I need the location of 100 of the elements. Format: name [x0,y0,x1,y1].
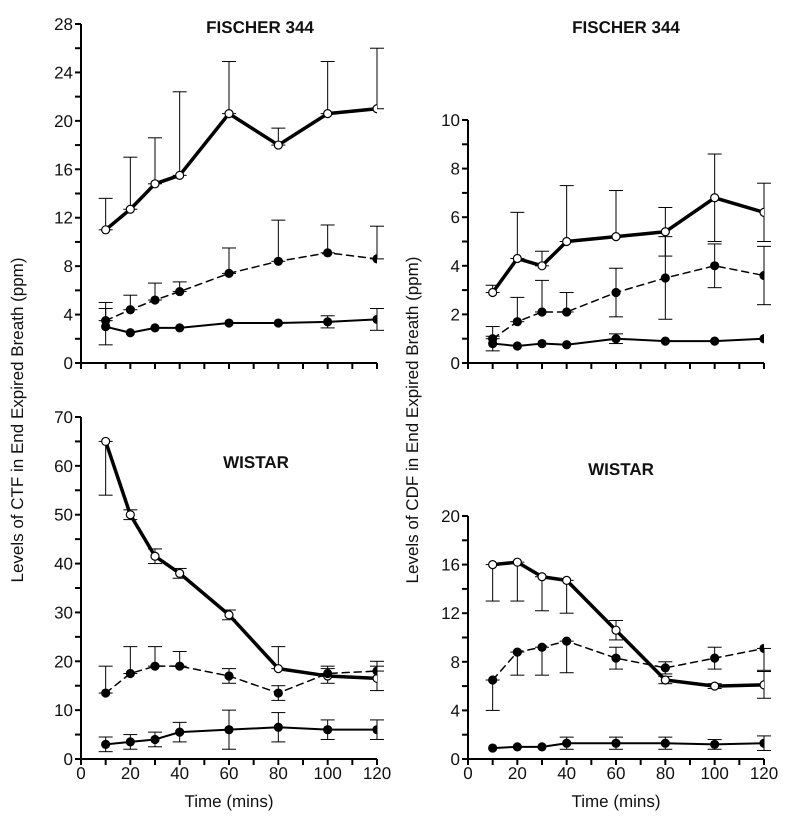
x-tick-label: 20 [508,764,527,784]
point [512,254,522,264]
y-tick-label: 70 [54,408,73,428]
point [274,688,283,698]
y-tick-label: 8 [64,257,73,276]
x-tick-label: 100 [700,764,729,784]
point [175,568,184,578]
point [660,738,670,748]
point [660,273,670,283]
point [562,738,572,748]
point [562,576,572,585]
point [175,728,184,737]
y-tick-label: 0 [450,750,460,770]
point [150,662,160,671]
point [562,340,572,350]
point [274,140,283,150]
point [660,675,670,685]
point [488,288,498,298]
y-tick-label: 20 [54,652,73,672]
y-tick-label: 28 [54,15,73,34]
y-tick-label: 12 [54,208,73,228]
point [126,305,135,314]
point [101,436,110,446]
point [274,722,283,732]
point [274,318,283,328]
point [224,318,234,328]
point [175,286,184,296]
x-tick-label: 60 [606,764,626,784]
point [611,334,621,344]
point [150,552,160,561]
point [101,740,110,749]
point [126,328,135,338]
y-tick-label: 4 [450,256,460,276]
x-axis-title: Time (mins) [184,792,274,811]
point [710,682,720,691]
point [224,268,234,278]
y-tick-label: 8 [450,160,460,179]
y-tick-label: 10 [54,701,73,720]
point [537,572,547,582]
chart-title: WISTAR [588,460,654,480]
y-tick-label: 6 [450,208,460,228]
point [537,307,547,317]
y-tick-label: 0 [64,750,73,770]
y-tick-label: 40 [54,554,73,574]
point [323,668,332,678]
x-tick-label: 20 [120,764,140,784]
x-tick-label: 80 [656,764,675,784]
point [323,725,332,734]
y-tick-label: 24 [54,63,73,82]
point [323,248,332,258]
y-tick-label: 30 [54,603,73,622]
point [274,256,283,266]
y-tick-label: 8 [450,652,460,672]
x-tick-label: 80 [268,764,288,784]
x-tick-label: 0 [76,764,86,784]
point [126,510,135,520]
point [512,647,522,657]
y-tick-label: 12 [441,604,460,624]
point [224,610,234,620]
point [512,341,522,351]
y-tick-label: 0 [64,354,73,374]
x-tick-label: 0 [463,764,473,784]
point [512,317,522,326]
point [710,654,720,663]
point [126,737,135,746]
point [562,307,572,317]
point [537,338,547,348]
point [175,170,184,180]
point [150,295,160,305]
y-tick-label: 0 [450,354,460,374]
point [224,108,234,118]
point [611,654,621,663]
point [660,227,670,236]
point [611,626,621,635]
point [537,261,547,270]
y-axis-title: Levels of CDF in End Expired Breath (ppm) [403,256,423,584]
point [323,108,332,118]
y-tick-label: 20 [54,112,73,131]
point [710,336,720,346]
point [488,675,498,685]
point [537,642,547,652]
x-tick-label: 40 [557,764,576,784]
x-tick-label: 100 [313,764,342,784]
y-tick-label: 10 [441,111,460,130]
point [660,663,670,672]
point [488,743,498,753]
y-tick-label: 60 [54,456,73,476]
point [274,664,283,674]
x-tick-label: 120 [750,764,778,784]
point [126,668,135,678]
y-tick-label: 4 [64,306,73,325]
point [512,558,522,567]
point [101,688,110,698]
chart-title: FISCHER 344 [206,18,314,38]
point [175,323,184,332]
point [101,225,110,234]
point [512,742,522,752]
y-tick-label: 20 [441,507,460,526]
point [224,671,234,681]
point [150,734,160,744]
